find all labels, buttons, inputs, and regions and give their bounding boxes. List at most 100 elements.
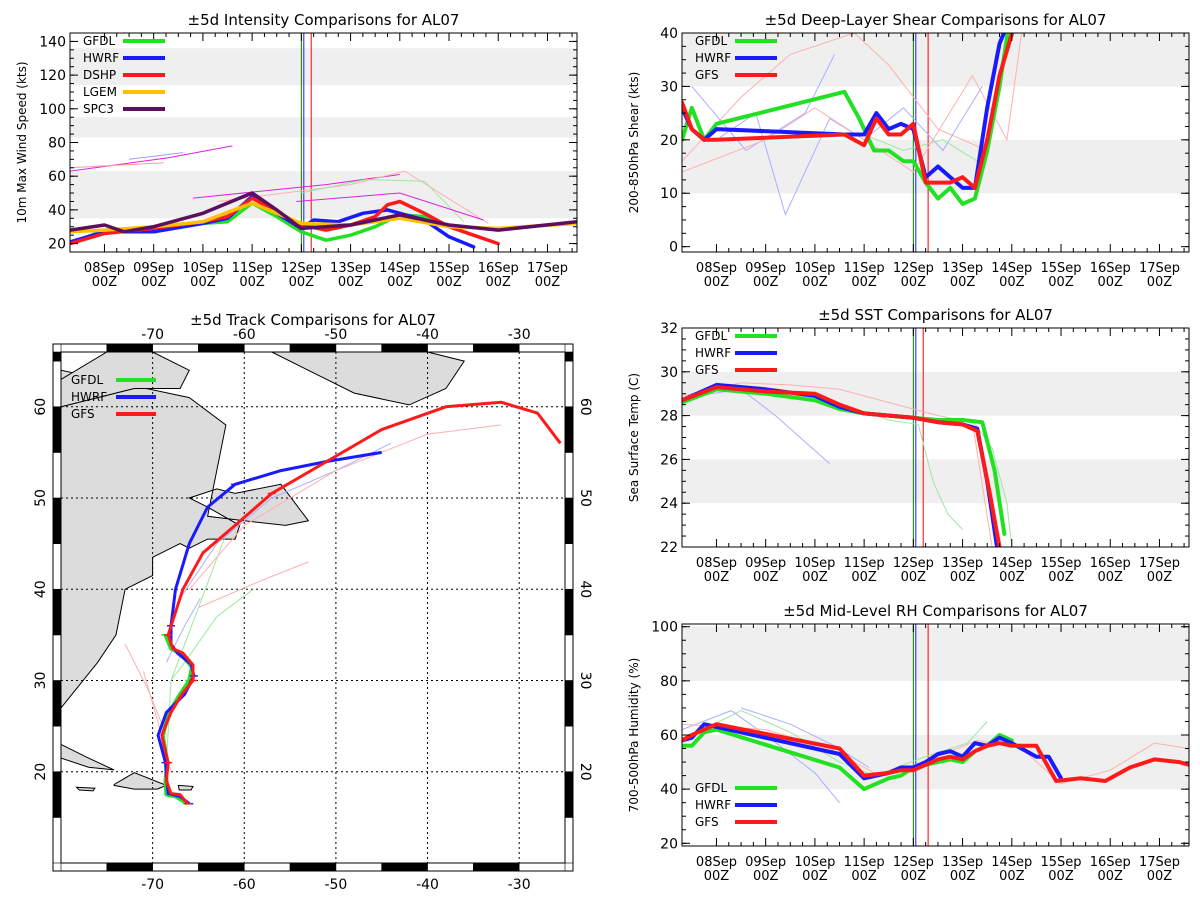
shear-ytick-label: 40 xyxy=(660,26,678,42)
shear-xtick-label: 16Sep xyxy=(1090,261,1131,276)
intensity-ytick-label: 120 xyxy=(39,68,66,84)
border-seg xyxy=(473,862,520,872)
intensity-xtick-label: 17Sep xyxy=(527,261,568,276)
sst-ytick-label: 30 xyxy=(660,365,678,381)
track-border xyxy=(52,343,574,872)
rh-xtick-label: 10Sep xyxy=(794,855,835,870)
intensity-thin-p3 xyxy=(70,162,164,169)
border-seg xyxy=(52,452,62,499)
land-puerto-rico xyxy=(177,784,194,791)
intensity-xtick-label: 08Sep xyxy=(84,261,125,276)
track-lat-label-left: 60 xyxy=(33,398,49,416)
sst-legend: GFDL HWRF GFS xyxy=(695,329,777,377)
intensity-legend-label-DSHP: DSHP xyxy=(83,68,116,82)
rh-legend-label-GFS: GFS xyxy=(695,815,719,829)
track-lat-label-right: 50 xyxy=(577,489,593,507)
shear-thin-t1 xyxy=(682,33,988,162)
track-lon-label-bottom: -40 xyxy=(416,877,439,893)
intensity-xtick-label: 00Z xyxy=(289,275,315,290)
border-seg xyxy=(381,862,428,872)
sst-ytick-label: 22 xyxy=(660,540,678,556)
shear-legend-label-GFS: GFS xyxy=(695,68,719,82)
sst-thin-s2 xyxy=(863,410,963,530)
shear-series-GFS xyxy=(682,33,1015,190)
sst-thin-s1 xyxy=(682,388,831,465)
sst-xtick-label: 09Sep xyxy=(745,556,786,571)
track-lat-label-right: 20 xyxy=(577,763,593,781)
track-legend-label-HWRF: HWRF xyxy=(71,390,107,404)
track-lon-label-top: -60 xyxy=(233,327,256,343)
intensity-thin-p4 xyxy=(193,174,400,199)
intensity-xtick-label: 00Z xyxy=(387,275,413,290)
shear-thin-t5 xyxy=(682,33,1023,173)
track-thin-k6 xyxy=(188,424,501,590)
intensity-ytick-label: 140 xyxy=(39,34,66,50)
intensity-xtick-label: 15Sep xyxy=(428,261,469,276)
border-seg xyxy=(243,862,291,872)
sst-legend-label-GFDL: GFDL xyxy=(695,329,727,343)
intensity-thin-p2 xyxy=(129,152,184,160)
sst-xtick-label: 00Z xyxy=(1147,570,1173,585)
intensity-xtick-label: 00Z xyxy=(239,275,265,290)
sst-title: ±5d SST Comparisons for AL07 xyxy=(818,306,1053,324)
shear-thin-t4 xyxy=(863,33,1003,163)
intensity-xtick-label: 00Z xyxy=(190,275,216,290)
sst-xtick-label: 00Z xyxy=(1098,570,1124,585)
track-chart: -70 -70 -60 -60 -50 -50 -40 -40 -30 -30 20 20 30 30 40… xyxy=(33,311,593,893)
intensity-xtick-label: 00Z xyxy=(141,275,167,290)
sst-xtick-label: 00Z xyxy=(1048,570,1074,585)
rh-xtick-label: 15Sep xyxy=(1040,855,1081,870)
land-greenland xyxy=(271,352,466,406)
border-seg xyxy=(427,862,474,872)
track-legend-label-GFDL: GFDL xyxy=(71,373,103,387)
shear-xtick-label: 15Sep xyxy=(1040,261,1081,276)
intensity-title: ±5d Intensity Comparisons for AL07 xyxy=(188,11,460,29)
border-seg xyxy=(564,360,574,408)
track-thin-k8 xyxy=(198,561,309,608)
intensity-legend-label-HWRF: HWRF xyxy=(83,51,119,65)
rh-legend: GFDL HWRF GFS xyxy=(695,781,777,829)
intensity-xtick-label: 10Sep xyxy=(182,261,223,276)
shear-xtick-label: 00Z xyxy=(802,275,828,290)
intensity-xtick-label: 13Sep xyxy=(330,261,371,276)
rh-xtick-label: 16Sep xyxy=(1090,855,1131,870)
sst-band-0 xyxy=(682,459,1189,504)
rh-ytick-label: 80 xyxy=(660,674,678,690)
border-seg xyxy=(52,725,62,773)
border-seg xyxy=(152,343,199,353)
intensity-ylabel: 10m Max Wind Speed (kts) xyxy=(15,61,29,223)
land-jamaica xyxy=(75,786,96,792)
track-lon-label-top: -70 xyxy=(141,327,164,343)
shear-xtick-label: 00Z xyxy=(950,275,976,290)
intensity-ytick-label: 20 xyxy=(48,237,66,253)
track-series-GFS xyxy=(160,400,562,805)
rh-legend-label-HWRF: HWRF xyxy=(695,798,731,812)
track-lat-label-left: 20 xyxy=(33,763,49,781)
shear-ylabel: 200-850hPa Shear (kts) xyxy=(627,72,641,214)
track-lon-label-top: -40 xyxy=(416,327,439,343)
rh-xtick-label: 09Sep xyxy=(745,855,786,870)
shear-xtick-label: 00Z xyxy=(851,275,877,290)
border-seg xyxy=(473,343,520,353)
track-lon-label-top: -30 xyxy=(508,327,531,343)
sst-xtick-label: 16Sep xyxy=(1090,556,1131,571)
shear-xtick-label: 11Sep xyxy=(844,261,885,276)
border-seg xyxy=(289,343,337,353)
rh-plot-area xyxy=(682,624,1189,846)
sst-ytick-label: 32 xyxy=(660,321,678,337)
sst-plot-area xyxy=(682,328,1189,547)
border-seg xyxy=(52,497,62,544)
sst-ytick-label: 24 xyxy=(660,496,678,512)
shear-xtick-label: 13Sep xyxy=(942,261,983,276)
shear-ytick-label: 30 xyxy=(660,79,678,95)
shear-ytick-label: 20 xyxy=(660,133,678,149)
border-seg xyxy=(289,862,337,872)
border-seg xyxy=(198,862,245,872)
rh-legend-label-GFDL: GFDL xyxy=(695,781,727,795)
border-seg xyxy=(564,634,574,681)
shear-xtick-label: 00Z xyxy=(753,275,779,290)
track-lon-label-bottom: -30 xyxy=(508,877,531,893)
intensity-legend-label-SPC3: SPC3 xyxy=(83,102,114,116)
track-lon-label-bottom: -50 xyxy=(324,877,347,893)
